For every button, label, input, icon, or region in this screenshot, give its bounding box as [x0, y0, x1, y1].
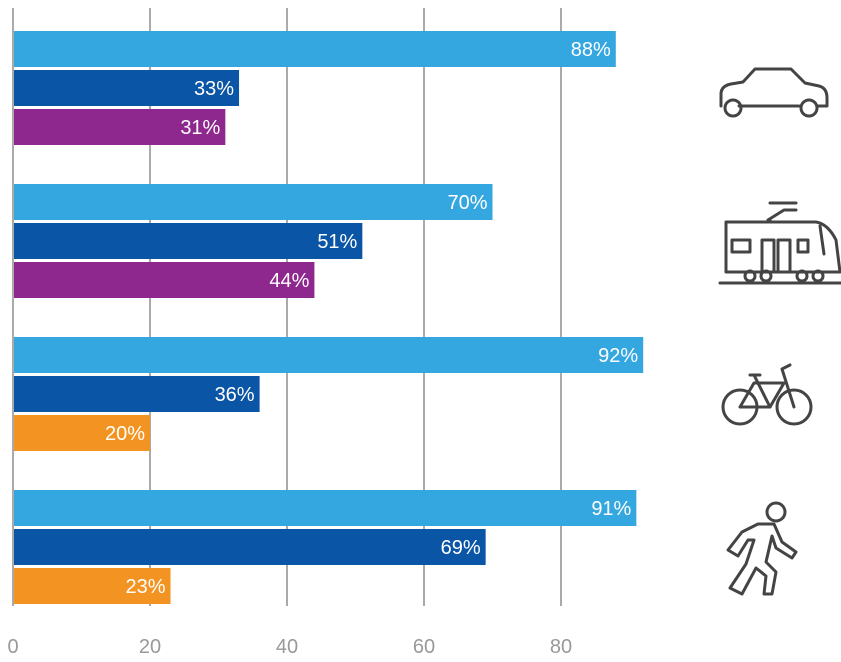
x-tick-label: 20 [139, 636, 161, 658]
bar-value-label: 23% [126, 576, 166, 598]
bar-group-bicycle: 92% 36% 20% [14, 337, 644, 451]
bars: 88% 33% 31% 70% 51% 44% 92% 36% 20% 91% 69% 23% [14, 31, 644, 604]
bar [14, 490, 637, 526]
bar-group-pedestrian: 91% 69% 23% [14, 490, 637, 604]
bar [14, 415, 150, 451]
tram-icon [718, 201, 841, 285]
bar [14, 223, 363, 259]
pedestrian-icon [726, 501, 798, 596]
bar-value-label: 69% [441, 537, 481, 559]
bar-value-label: 44% [269, 270, 309, 292]
bar-group-tram: 70% 51% 44% [14, 184, 493, 298]
bar-value-label: 31% [180, 117, 220, 139]
x-tick-label: 0 [7, 636, 18, 658]
bar [14, 184, 493, 220]
bar [14, 337, 644, 373]
x-tick-label: 80 [550, 636, 572, 658]
category-icons [718, 67, 841, 596]
bar-value-label: 20% [105, 423, 145, 445]
bar-value-label: 91% [591, 498, 631, 520]
bicycle-icon [721, 363, 813, 426]
bar-value-label: 92% [598, 345, 638, 367]
bar-value-label: 33% [194, 78, 234, 100]
bar [14, 31, 616, 67]
x-axis: 0 20 40 60 80 [7, 636, 572, 658]
bar-value-label: 88% [571, 39, 611, 61]
bar-value-label: 70% [447, 192, 487, 214]
bar-group-car: 88% 33% 31% [14, 31, 616, 145]
x-tick-label: 60 [413, 636, 435, 658]
bar [14, 529, 486, 565]
bar [14, 376, 260, 412]
car-icon [719, 67, 829, 118]
bar [14, 109, 226, 145]
bar [14, 568, 171, 604]
bar [14, 70, 240, 106]
bar-value-label: 36% [215, 384, 255, 406]
bar-value-label: 51% [317, 231, 357, 253]
bar [14, 262, 315, 298]
x-tick-label: 40 [276, 636, 298, 658]
